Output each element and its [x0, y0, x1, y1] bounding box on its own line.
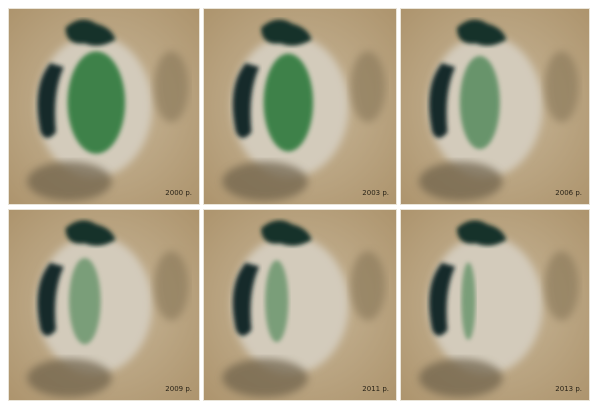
north-sea	[261, 220, 312, 246]
year-label: 2009 р.	[165, 385, 192, 393]
north-sea	[261, 19, 312, 46]
delta	[419, 161, 503, 202]
scene	[400, 8, 590, 205]
west-basin	[37, 63, 64, 139]
west-basin	[232, 262, 260, 336]
satellite-panel: 2009 р.	[8, 209, 200, 401]
east-basin	[461, 262, 476, 340]
east-basin	[67, 51, 126, 154]
north-sea	[457, 220, 507, 246]
satellite-panel: 2013 р.	[400, 209, 590, 401]
year-label: 2013 р.	[555, 385, 582, 393]
scene	[400, 209, 590, 401]
frame	[203, 209, 397, 401]
north-sea	[65, 19, 116, 46]
delta	[27, 358, 112, 398]
frame	[203, 8, 397, 205]
satellite-panel: 2003 р.	[203, 8, 397, 205]
east-basin	[68, 257, 101, 345]
frame	[8, 209, 200, 401]
west-basin	[429, 262, 456, 336]
delta	[419, 358, 503, 398]
year-label: 2003 р.	[362, 189, 389, 197]
east-texture	[544, 251, 579, 321]
frame	[400, 8, 590, 205]
delta	[222, 161, 308, 202]
east-texture	[153, 51, 189, 123]
scene	[203, 209, 397, 401]
east-basin	[459, 55, 500, 150]
north-sea	[457, 19, 507, 46]
scene	[203, 8, 397, 205]
east-basin	[265, 260, 289, 343]
east-texture	[350, 51, 386, 123]
east-basin	[263, 53, 314, 152]
dry-seabed	[232, 235, 349, 375]
east-texture	[544, 51, 579, 123]
east-texture	[153, 251, 189, 321]
satellite-panel: 2011 р.	[203, 209, 397, 401]
west-basin	[37, 262, 64, 336]
north-sea	[65, 220, 116, 246]
frame	[8, 8, 200, 205]
year-label: 2000 р.	[165, 189, 192, 197]
scene	[8, 209, 200, 401]
year-label: 2006 р.	[555, 189, 582, 197]
delta	[222, 358, 308, 398]
west-basin	[429, 63, 456, 139]
satellite-panel: 2000 р.	[8, 8, 200, 205]
east-texture	[350, 251, 386, 321]
west-basin	[232, 63, 260, 139]
frame	[400, 209, 590, 401]
dry-seabed	[428, 235, 543, 375]
scene	[8, 8, 200, 205]
satellite-panel: 2006 р.	[400, 8, 590, 205]
delta	[27, 161, 112, 202]
year-label: 2011 р.	[362, 385, 389, 393]
